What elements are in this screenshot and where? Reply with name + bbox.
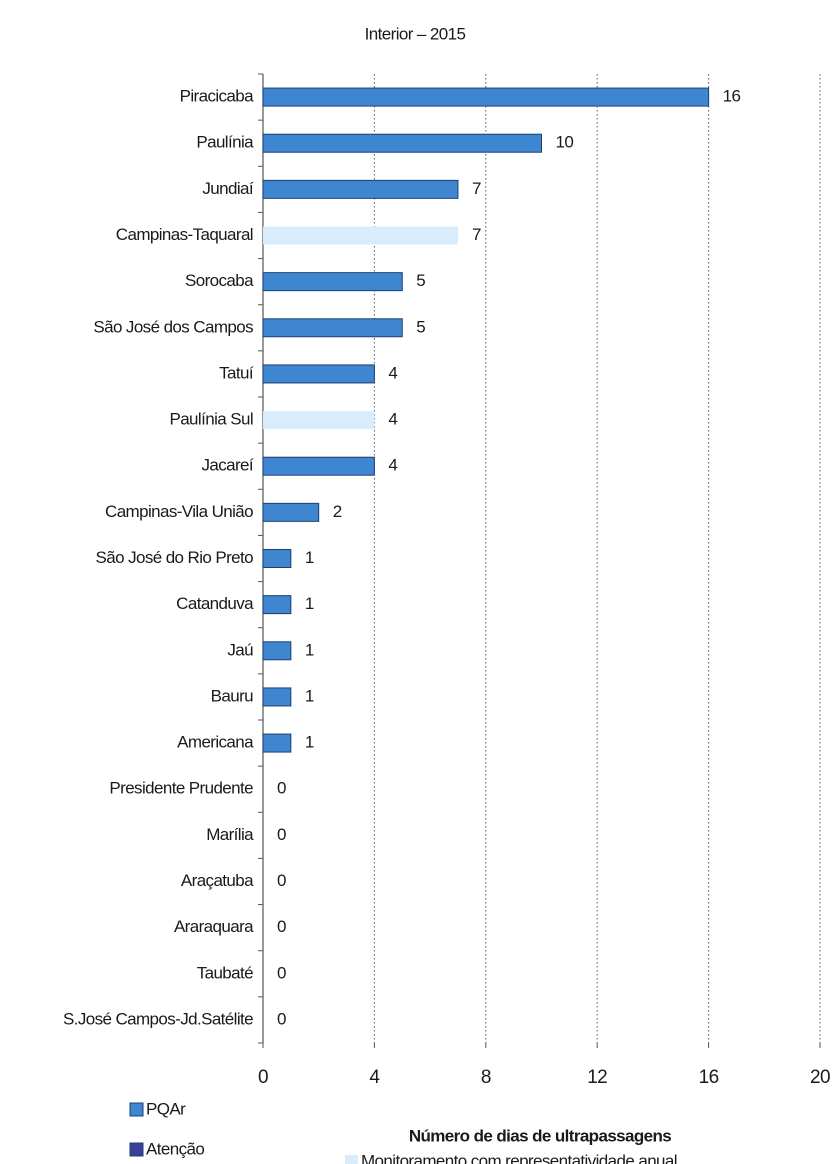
value-label: 7	[472, 225, 481, 244]
y-tick-label: São José do Rio Preto	[96, 548, 254, 567]
bar	[263, 226, 458, 245]
bar	[262, 687, 292, 707]
legend-swatch	[129, 1102, 144, 1117]
y-tick-label: São José dos Campos	[93, 317, 253, 336]
bar	[262, 179, 459, 199]
value-label: 1	[305, 548, 314, 567]
bar	[262, 272, 403, 292]
value-label: 0	[277, 917, 286, 936]
value-label: 0	[277, 963, 286, 982]
chart-title: Interior – 2015	[365, 24, 466, 43]
value-label: 4	[388, 363, 397, 382]
legend-swatch	[345, 1155, 358, 1164]
y-tick-label: Tatuí	[219, 363, 254, 382]
value-label: 2	[333, 502, 342, 521]
x-tick-label: 4	[369, 1067, 380, 1088]
value-label: 16	[723, 87, 741, 106]
value-label: 10	[556, 133, 574, 152]
y-tick-label: Catanduva	[176, 594, 254, 613]
bar	[262, 502, 320, 522]
y-tick-label: S.José Campos-Jd.Satélite	[63, 1009, 253, 1028]
value-label: 1	[305, 594, 314, 613]
y-tick-label: Jaú	[227, 640, 253, 659]
legend-label: Atenção	[146, 1139, 204, 1158]
value-label: 1	[305, 640, 314, 659]
y-tick-label: Araraquara	[174, 917, 254, 936]
legend-swatch	[129, 1142, 144, 1157]
y-tick-label: Paulínia	[196, 133, 254, 152]
x-axis-title: Número de dias de ultrapassagens	[409, 1126, 671, 1145]
y-tick-label: Bauru	[211, 686, 254, 705]
value-label: 5	[416, 317, 425, 336]
bar	[262, 733, 292, 753]
y-tick-label: Taubaté	[197, 963, 253, 982]
x-tick-label: 16	[699, 1067, 719, 1088]
x-tick-label: 20	[810, 1067, 830, 1088]
value-label: 0	[277, 779, 286, 798]
legend-label: Monitoramento com representatividade anu…	[361, 1151, 677, 1164]
value-label: 0	[277, 1009, 286, 1028]
y-tick-label: Araçatuba	[181, 871, 254, 890]
bar	[262, 87, 710, 107]
value-label: 4	[388, 410, 397, 429]
bar	[262, 318, 403, 338]
value-label: 0	[277, 825, 286, 844]
bar	[262, 549, 292, 568]
bar	[262, 595, 292, 615]
y-tick-label: Campinas-Taquaral	[116, 225, 253, 244]
y-tick-label: Americana	[177, 733, 254, 752]
value-label: 0	[277, 871, 286, 890]
bar	[262, 364, 375, 384]
value-label: 1	[305, 733, 314, 752]
y-tick-label: Jacareí	[201, 456, 253, 475]
y-tick-label: Piracicaba	[180, 87, 255, 106]
y-tick-label: Jundiaí	[202, 179, 253, 198]
value-label: 7	[472, 179, 481, 198]
bar	[262, 456, 375, 476]
value-label: 4	[388, 456, 397, 475]
y-tick-label: Paulínia Sul	[169, 410, 253, 429]
x-tick-label: 8	[481, 1067, 491, 1088]
y-tick-label: Marília	[206, 825, 254, 844]
bar	[262, 641, 292, 661]
y-tick-label: Campinas-Vila União	[105, 502, 253, 521]
bar	[263, 411, 375, 430]
y-tick-label: Sorocaba	[185, 271, 254, 290]
legend-label: PQAr	[146, 1099, 186, 1118]
x-tick-label: 12	[587, 1067, 607, 1088]
y-tick-label: Presidente Prudente	[109, 779, 253, 798]
x-tick-label: 0	[258, 1067, 268, 1088]
value-label: 1	[305, 686, 314, 705]
value-label: 5	[416, 271, 425, 290]
bar	[262, 133, 542, 153]
